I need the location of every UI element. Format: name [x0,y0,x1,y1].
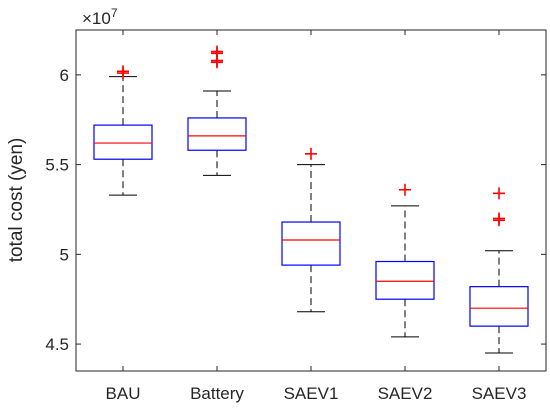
axes-frame [75,29,547,372]
outlier-marker [399,183,411,196]
box-group [469,187,529,354]
y-tick-label: 5 [60,245,69,264]
x-tick-label: SAEV1 [284,384,339,403]
iqr-box [281,221,341,266]
y-multiplier-label: ×107 [82,6,118,28]
outlier-marker [117,65,129,78]
outlier-marker [305,147,317,160]
y-tick-label: 4.5 [45,335,69,354]
x-tick-label: SAEV2 [378,384,433,403]
y-multiplier-base: ×10 [82,9,111,28]
box-group [281,147,341,313]
y-multiplier-exponent: 7 [111,6,118,20]
y-axis: 4.5 5 5.5 6 [45,66,546,354]
iqr-box [93,124,153,160]
outlier-marker [493,212,505,225]
x-tick-label: Battery [190,384,244,403]
outlier-marker [493,187,505,200]
iqr-box [469,286,529,327]
y-tick-label: 5.5 [45,156,69,175]
plot-area [93,45,529,354]
outlier-marker [211,45,223,58]
box-group [375,183,435,338]
y-tick-label: 6 [60,66,69,85]
box-group [93,65,153,196]
iqr-box [187,117,247,151]
x-axis: BAU Battery SAEV1 SAEV2 SAEV3 [106,30,527,403]
box-group [187,45,247,176]
x-tick-label: SAEV3 [472,384,527,403]
x-tick-label: BAU [106,384,141,403]
y-axis-label: total cost (yen) [6,138,27,263]
iqr-box [375,260,435,300]
